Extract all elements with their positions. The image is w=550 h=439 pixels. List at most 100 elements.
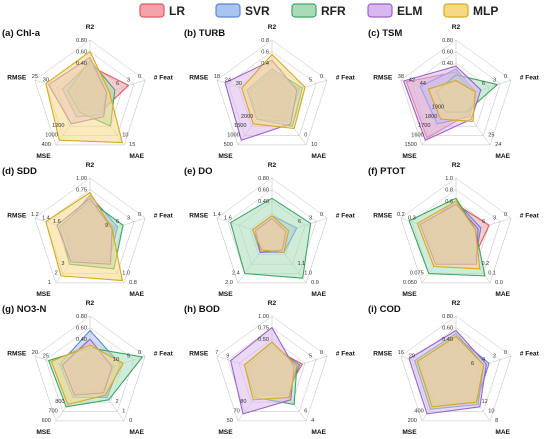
axis-label-feat: # Feat [336, 74, 356, 81]
grid-ring [400, 177, 512, 284]
tick-label: 0 [320, 74, 323, 80]
legend-label-rfr: RFR [321, 4, 346, 18]
tick-label: 2 [55, 271, 58, 277]
axis-label-mae: MAE [129, 429, 144, 436]
axis-label-r2: R2 [268, 24, 277, 31]
grid-ring [400, 39, 512, 146]
chart-title: (e) DO [184, 166, 213, 177]
tick-label: 2.0 [225, 280, 233, 286]
tick-label: 0.40 [442, 337, 453, 343]
tick-label: 400 [42, 142, 51, 148]
tick-label: 0 [504, 350, 507, 356]
tick-label: 0.6 [261, 50, 269, 56]
tick-label: 0 [320, 212, 323, 218]
grid-ring [400, 315, 512, 422]
tick-label: 0.40 [442, 61, 453, 67]
tick-label: 1.2 [31, 212, 39, 218]
tick-label: 5 [127, 354, 130, 360]
tick-label: 0 [504, 74, 507, 80]
tick-label: 0.80 [258, 176, 269, 182]
axis-label-mae: MAE [311, 153, 326, 160]
legend-label-mlp: MLP [473, 4, 498, 18]
tick-label: 2000 [241, 114, 253, 120]
axis-label-rmse: RMSE [7, 212, 27, 219]
tick-label: 0.50 [258, 337, 269, 343]
tick-label: 3 [127, 216, 130, 222]
grid-ring [34, 39, 146, 146]
legend-item-elm: ELM [367, 3, 422, 18]
axis-label-rmse: RMSE [373, 350, 393, 357]
legend-swatch-svr [215, 3, 241, 18]
tick-label: 30 [43, 78, 49, 84]
legend-item-rfr: RFR [291, 3, 346, 18]
tick-label: 24 [225, 78, 231, 84]
series-mlp [45, 191, 123, 282]
radar-chart-7: (g) NO3-N0.800.600.400510012600700800202… [2, 300, 174, 436]
series-mlp [252, 215, 290, 253]
tick-label: 10 [311, 142, 317, 148]
legend-item-svr: SVR [215, 3, 270, 18]
tick-label: 0.0 [495, 280, 503, 286]
axis-label-rmse: RMSE [7, 350, 27, 357]
legend-swatch-lr [139, 3, 165, 18]
tick-label: 1.4 [213, 212, 221, 218]
axis-label-rmse: RMSE [189, 74, 209, 81]
tick-label: 0.1 [488, 271, 496, 277]
tick-label: 3 [309, 216, 312, 222]
chart-title: (a) Chl-a [2, 28, 41, 39]
tick-label: 0.40 [76, 61, 87, 67]
axis-label-mae: MAE [495, 291, 510, 298]
tick-label: 10 [122, 133, 128, 139]
axis-label-r2: R2 [86, 24, 95, 31]
tick-label: 1200 [52, 123, 64, 129]
axis-label-mse: MSE [36, 291, 51, 298]
axis-label-mse: MSE [36, 429, 51, 436]
radar-chart-5: (e) DO 0.80 0.60 0.40 0 3 6 0.9 1.0 1.1 2.0 2.4 1.41… [184, 162, 356, 298]
axis-label-feat: # Feat [154, 350, 174, 357]
axis-label-rmse: RMSE [373, 74, 393, 81]
tick-label: 0.40 [258, 199, 269, 205]
tick-label: 5 [309, 78, 312, 84]
axis-label-mae: MAE [495, 153, 510, 160]
tick-label: 1.0 [122, 271, 130, 277]
series-mlp [241, 53, 306, 130]
tick-label: 6 [298, 219, 301, 225]
grid-ring [216, 177, 328, 284]
axis-label-feat: # Feat [154, 74, 174, 81]
axis-label-feat: # Feat [520, 350, 540, 357]
axis-label-feat: # Feat [336, 212, 356, 219]
legend-item-lr: LR [139, 3, 185, 18]
grid-ring [216, 39, 328, 146]
chart-title: (h) BOD [184, 304, 220, 315]
axis-label-mae: MAE [311, 291, 326, 298]
tick-label: 24 [495, 142, 501, 148]
radar-chart-4: (d) SDD1.000.7503690.81.01231.21.41.6R2#… [2, 162, 174, 298]
tick-label: 1.4 [42, 216, 50, 222]
tick-label: 1700 [418, 123, 430, 129]
tick-label: 1.00 [76, 176, 87, 182]
axis-label-mse: MSE [218, 429, 233, 436]
series-mlp [416, 335, 485, 408]
tick-label: 0.60 [442, 50, 453, 56]
tick-label: 0.80 [442, 38, 453, 44]
tick-label: 500 [224, 142, 233, 148]
legend-swatch-mlp [443, 3, 469, 18]
axis-label-r2: R2 [268, 162, 277, 169]
axis-label-r2: R2 [452, 162, 461, 169]
legend-label-lr: LR [169, 4, 185, 18]
tick-label: 25 [488, 133, 494, 139]
tick-label: 1.1 [297, 261, 305, 267]
tick-label: 700 [48, 409, 57, 415]
tick-label: 12 [481, 399, 487, 405]
tick-label: 0.075 [410, 271, 424, 277]
tick-label: 6 [116, 81, 119, 87]
tick-label: 1.00 [258, 314, 269, 320]
tick-label: 7 [215, 350, 218, 356]
tick-label: 20 [409, 354, 415, 360]
tick-label: 6 [116, 219, 119, 225]
legend-swatch-rfr [291, 3, 317, 18]
